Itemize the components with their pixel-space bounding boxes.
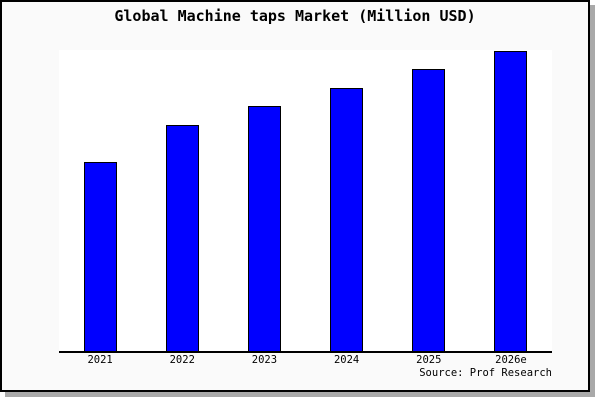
bar-cell-2026e [470,50,552,351]
bar-2022 [165,125,199,351]
plot-area [59,50,552,353]
chart-title: Global Machine taps Market (Million USD) [114,7,476,25]
x-tick-2025: 2025 [416,354,442,366]
x-tick-2022: 2022 [169,354,195,366]
bar-cell-2021 [59,50,141,351]
x-axis-labels: 2021 2022 2023 2024 2025 2026e [59,354,552,366]
bar-cell-2023 [223,50,305,351]
bar-2025 [412,69,446,351]
x-tick-2021: 2021 [87,354,113,366]
x-tick-2026e: 2026e [495,354,527,366]
x-tick-2023: 2023 [251,354,278,366]
bar-2026e [494,51,528,351]
chart-figure: Global Machine taps Market (Million USD)… [0,0,590,392]
bar-cell-2022 [141,50,223,351]
bar-cell-2025 [388,50,470,351]
x-tick-2024: 2024 [333,354,360,366]
bar-2021 [83,162,117,351]
bar-2024 [330,88,364,351]
bar-2023 [247,106,281,351]
bar-cell-2024 [306,50,388,351]
source-credit: Source: Prof Research [419,367,552,379]
